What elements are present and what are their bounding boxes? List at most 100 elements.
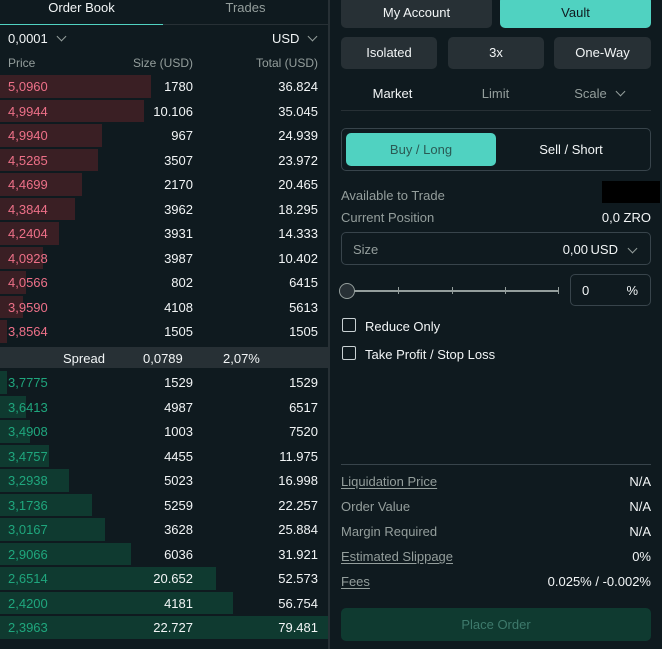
- ask-total: 24.939: [278, 128, 318, 143]
- bid-row[interactable]: 2,3963 22.727 79.481: [0, 615, 328, 640]
- slider-tick: [505, 287, 506, 294]
- spread-label: Spread: [63, 351, 105, 366]
- ask-row[interactable]: 5,0960 1780 36.824: [0, 74, 328, 99]
- tab-scale[interactable]: Scale: [547, 80, 651, 111]
- order-book-tabs: Order Book Trades: [0, 0, 328, 25]
- depth-bar: [0, 395, 26, 418]
- bid-size: 1003: [164, 424, 193, 439]
- currency-select[interactable]: USD: [272, 31, 318, 46]
- bid-row[interactable]: 3,1736 5259 22.257: [0, 493, 328, 518]
- bid-row[interactable]: 3,6413 4987 6517: [0, 395, 328, 420]
- ask-row[interactable]: 3,9590 4108 5613: [0, 295, 328, 320]
- bid-price: 3,6413: [8, 399, 48, 415]
- tab-limit[interactable]: Limit: [481, 86, 510, 101]
- bid-row[interactable]: 2,6514 20.652 52.573: [0, 566, 328, 591]
- depth-bar: [0, 246, 43, 269]
- currency-value: USD: [272, 31, 300, 46]
- bid-total: 56.754: [278, 595, 318, 611]
- reduce-only-checkbox[interactable]: [342, 318, 356, 332]
- depth-bar: [0, 148, 98, 171]
- tab-market[interactable]: Market: [341, 80, 444, 111]
- sell-short-button[interactable]: Sell / Short: [539, 142, 603, 157]
- available-to-trade-value-redacted: [602, 181, 660, 203]
- bid-total: 25.884: [278, 522, 318, 537]
- depth-bar: [0, 320, 7, 343]
- bid-row[interactable]: 2,9066 6036 31.921: [0, 542, 328, 567]
- ask-row[interactable]: 4,2404 3931 14.333: [0, 221, 328, 246]
- tabs-underline: [341, 110, 651, 111]
- price-header: Price: [8, 56, 36, 70]
- ask-size: 3987: [164, 250, 193, 266]
- bid-row[interactable]: 3,2938 5023 16.998: [0, 468, 328, 493]
- buy-long-button[interactable]: Buy / Long: [346, 133, 496, 166]
- ask-total: 36.824: [278, 79, 318, 94]
- chevron-down-icon: [308, 31, 318, 42]
- bid-size: 22.727: [153, 620, 193, 635]
- slider-tick: [398, 287, 399, 294]
- ask-price: 4,9944: [8, 103, 48, 119]
- bid-price: 3,0167: [8, 522, 48, 537]
- position-mode-button[interactable]: One-Way: [554, 37, 651, 69]
- bid-row[interactable]: 3,7775 1529 1529: [0, 370, 328, 395]
- percent-input[interactable]: 0 %: [570, 274, 651, 306]
- ask-row[interactable]: 4,9944 10.106 35.045: [0, 99, 328, 124]
- ask-price: 4,9940: [8, 128, 48, 143]
- ask-size: 3931: [164, 226, 193, 241]
- tab-trades[interactable]: Trades: [163, 0, 328, 25]
- slider-handle[interactable]: [339, 283, 355, 299]
- vault-button[interactable]: Vault: [500, 0, 651, 28]
- bid-row[interactable]: 3,4908 1003 7520: [0, 419, 328, 444]
- slider-tick: [558, 287, 559, 294]
- size-input[interactable]: Size 0,00 USD: [341, 232, 651, 265]
- ask-total: 20.465: [278, 177, 318, 192]
- ask-row[interactable]: 4,3844 3962 18.295: [0, 197, 328, 222]
- depth-bar: [0, 222, 59, 245]
- ask-row[interactable]: 4,0566 802 6415: [0, 270, 328, 295]
- ask-size: 3962: [164, 201, 193, 217]
- depth-bar: [0, 567, 216, 590]
- ask-total: 35.045: [278, 103, 318, 119]
- my-account-button[interactable]: My Account: [341, 0, 492, 28]
- size-value: 0,00: [562, 242, 588, 257]
- bid-row[interactable]: 2,4200 4181 56.754: [0, 591, 328, 616]
- total-header: Total (USD): [255, 56, 318, 70]
- tp-sl-checkbox[interactable]: [342, 346, 356, 360]
- margin-mode-button[interactable]: Isolated: [341, 37, 437, 69]
- bid-total: 31.921: [278, 546, 318, 562]
- summary-label: Order Value: [341, 499, 411, 514]
- ask-row[interactable]: 3,8564 1505 1505: [0, 319, 328, 344]
- ask-size: 967: [171, 128, 193, 143]
- depth-bar: [0, 518, 105, 541]
- available-to-trade-label: Available to Trade: [341, 188, 445, 203]
- ask-row[interactable]: 4,9940 967 24.939: [0, 123, 328, 148]
- tab-scale-label: Scale: [574, 86, 607, 101]
- bid-total: 6517: [289, 399, 318, 415]
- bid-size: 20.652: [153, 571, 193, 586]
- ask-total: 10.402: [278, 250, 318, 266]
- leverage-button[interactable]: 3x: [448, 37, 544, 69]
- size-unit: USD: [590, 242, 618, 257]
- chevron-down-icon: [56, 31, 67, 42]
- bid-size: 1529: [164, 375, 193, 390]
- ask-row[interactable]: 4,4699 2170 20.465: [0, 172, 328, 197]
- ask-row[interactable]: 4,0928 3987 10.402: [0, 246, 328, 271]
- spread-value: 0,0789: [143, 351, 183, 366]
- size-label: Size: [353, 242, 379, 257]
- depth-bar: [0, 542, 131, 565]
- percent-value: 0: [582, 283, 590, 298]
- bid-size: 4181: [164, 595, 193, 611]
- place-order-button[interactable]: Place Order: [341, 608, 651, 641]
- size-slider-track[interactable]: [348, 290, 559, 292]
- tp-sl-label: Take Profit / Stop Loss: [365, 347, 496, 362]
- summary-label[interactable]: Fees: [341, 574, 370, 589]
- bid-price: 2,3963: [8, 620, 48, 635]
- tab-order-book[interactable]: Order Book: [0, 0, 163, 25]
- summary-label[interactable]: Estimated Slippage: [341, 549, 454, 564]
- summary-label[interactable]: Liquidation Price: [341, 474, 438, 489]
- bid-price: 3,4757: [8, 448, 48, 464]
- ask-row[interactable]: 4,5285 3507 23.972: [0, 148, 328, 173]
- bid-row[interactable]: 3,0167 3628 25.884: [0, 517, 328, 542]
- tick-size-select[interactable]: 0,0001: [8, 31, 67, 46]
- bid-row[interactable]: 3,4757 4455 11.975: [0, 444, 328, 469]
- order-book-panel: Order Book Trades 0,0001 USD Price Size …: [0, 0, 328, 649]
